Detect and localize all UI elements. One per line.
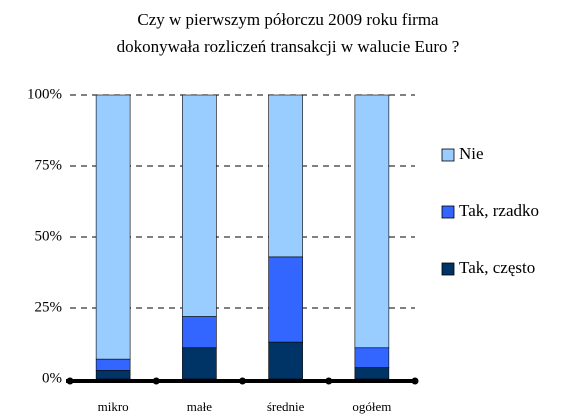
legend-label: Tak, rzadko — [459, 201, 539, 220]
legend-label: Tak, często — [459, 258, 535, 277]
bar-segment — [95, 94, 131, 360]
bar-segment — [268, 256, 303, 343]
x-tick-label: mikro — [98, 399, 129, 414]
y-tick-label: 50% — [35, 228, 63, 244]
legend-label: Nie — [459, 144, 484, 163]
bar-segment — [182, 94, 217, 317]
axis-dot — [325, 377, 333, 385]
bar-segment — [95, 370, 131, 380]
bar-segment — [95, 358, 131, 371]
chart-title: Czy w pierwszym półorczu 2009 roku firma — [137, 10, 439, 29]
bar-segment — [354, 347, 390, 368]
y-tick-label: 75% — [35, 157, 63, 173]
axis-dot — [411, 377, 419, 385]
chart-title: dokonywała rozliczeń transakcji w waluci… — [117, 37, 460, 56]
legend-swatch — [441, 262, 455, 276]
legend-swatch — [441, 148, 455, 162]
x-tick-label: średnie — [267, 399, 305, 414]
x-tick-label: ogółem — [352, 399, 391, 414]
y-tick-label: 25% — [35, 299, 63, 315]
axis-dot — [66, 377, 74, 385]
bar-segment — [182, 316, 217, 349]
axis-dot — [152, 377, 160, 385]
bar-segment — [354, 367, 390, 380]
axis-dot — [239, 377, 246, 385]
x-tick-label: małe — [187, 399, 212, 414]
legend-swatch — [441, 205, 455, 219]
bar-segment — [268, 94, 303, 258]
y-tick-label: 0% — [42, 370, 62, 386]
bar-segment — [354, 94, 390, 349]
y-tick-label: 100% — [27, 86, 62, 102]
bar-segment — [182, 347, 217, 380]
bar-segment — [268, 341, 303, 380]
